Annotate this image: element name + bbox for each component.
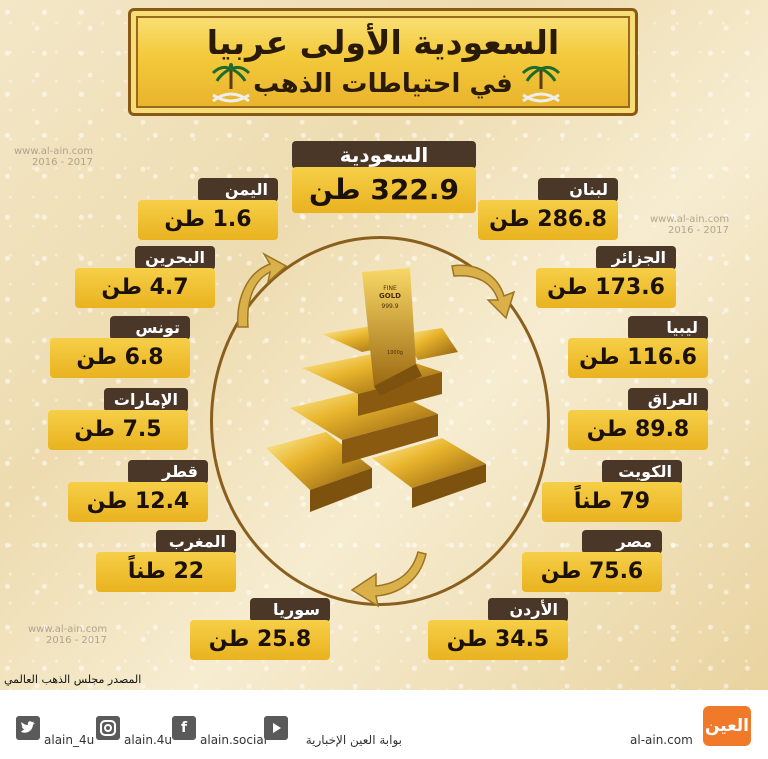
- gold-reserve-value: 286.8 طن: [478, 200, 618, 240]
- gold-bar-label: GOLD: [379, 292, 401, 300]
- country-name: سوريا: [250, 598, 330, 622]
- gold-bar-purity: 999.9: [381, 303, 398, 310]
- al-ain-logo[interactable]: العين: [703, 706, 751, 746]
- title-banner: السعودية الأولى عربيا في احتياطات الذهب: [128, 8, 638, 116]
- watermark: www.al-ain.com 2016 - 2017: [28, 624, 108, 646]
- country-card-bahrain: البحرين 4.7 طن: [75, 246, 215, 308]
- country-card-iraq: العراق 89.8 طن: [568, 388, 708, 450]
- curved-arrow-icon: [237, 252, 288, 328]
- instagram-icon[interactable]: [96, 716, 120, 740]
- country-name: المغرب: [156, 530, 236, 554]
- country-name: البحرين: [135, 246, 215, 270]
- youtube-channel[interactable]: بوابة العين الإخبارية: [305, 733, 402, 747]
- watermark: www.al-ain.com 2016 - 2017: [650, 214, 730, 236]
- gold-reserve-value: 4.7 طن: [75, 268, 215, 308]
- country-name: السعودية: [292, 141, 476, 169]
- gold-reserve-value: 22 طناً: [96, 552, 236, 592]
- country-card-morocco: المغرب 22 طناً: [96, 530, 236, 592]
- watermark: www.al-ain.com 2016 - 2017: [14, 146, 94, 168]
- country-card-jordan: الأردن 34.5 طن: [428, 598, 568, 660]
- country-name: تونس: [110, 316, 190, 340]
- curved-arrow-icon: [451, 264, 516, 320]
- country-name: مصر: [582, 530, 662, 554]
- curved-arrow-icon: [350, 551, 427, 608]
- gold-reserve-value: 322.9 طن: [292, 167, 476, 213]
- source-note: المصدر مجلس الذهب العالمي: [4, 673, 142, 686]
- country-name: لبنان: [538, 178, 618, 202]
- site-url[interactable]: al-ain.com: [630, 733, 693, 747]
- gold-reserve-value: 7.5 طن: [48, 410, 188, 450]
- country-card-qatar: قطر 12.4 طن: [68, 460, 208, 522]
- country-card-libya: ليبيا 116.6 طن: [568, 316, 708, 378]
- page-title: السعودية الأولى عربيا: [206, 23, 560, 62]
- saudi-emblem-icon: [521, 65, 561, 103]
- country-card-algeria: الجزائر 173.6 طن: [536, 246, 676, 308]
- facebook-icon[interactable]: f: [172, 716, 196, 740]
- gold-reserve-value: 6.8 طن: [50, 338, 190, 378]
- gold-bars-image: FINE GOLD 999.9 1000g: [266, 268, 486, 512]
- twitter-handle[interactable]: alain_4u: [44, 733, 95, 747]
- gold-bar-fine-label: FINE: [383, 285, 397, 292]
- page-subtitle: في احتياطات الذهب: [253, 69, 513, 99]
- gold-reserve-value: 89.8 طن: [568, 410, 708, 450]
- country-name: الإمارات: [103, 388, 188, 412]
- country-name: الكويت: [602, 460, 682, 484]
- youtube-icon[interactable]: [264, 716, 288, 740]
- country-card-lebanon: لبنان 286.8 طن: [478, 178, 618, 240]
- country-card-egypt: مصر 75.6 طن: [522, 530, 662, 592]
- gold-reserve-value: 12.4 طن: [68, 482, 208, 522]
- country-card-yemen: اليمن 1.6 طن: [138, 178, 278, 240]
- country-name: ليبيا: [628, 316, 708, 340]
- instagram-handle[interactable]: alain.4u: [124, 733, 173, 747]
- gold-reserve-value: 1.6 طن: [138, 200, 278, 240]
- country-card-syria: سوريا 25.8 طن: [190, 598, 330, 660]
- country-card-kuwait: الكويت 79 طناً: [542, 460, 682, 522]
- country-name: الجزائر: [596, 246, 676, 270]
- country-name: قطر: [128, 460, 208, 484]
- country-name: الأردن: [488, 598, 568, 622]
- circular-frame: [210, 236, 550, 606]
- country-card-saudi: السعودية 322.9 طن: [292, 141, 476, 213]
- saudi-emblem-icon: [211, 63, 251, 103]
- gold-reserve-value: 75.6 طن: [522, 552, 662, 592]
- gold-reserve-value: 116.6 طن: [568, 338, 708, 378]
- gold-bar-weight: 1000g: [387, 350, 403, 356]
- footer-bar: [0, 690, 768, 759]
- facebook-handle[interactable]: alain.social: [200, 733, 268, 747]
- country-name: العراق: [628, 388, 708, 412]
- country-card-tunisia: تونس 6.8 طن: [50, 316, 190, 378]
- gold-reserve-value: 173.6 طن: [536, 268, 676, 308]
- gold-reserve-value: 34.5 طن: [428, 620, 568, 660]
- gold-reserve-value: 25.8 طن: [190, 620, 330, 660]
- country-card-uae: الإمارات 7.5 طن: [48, 388, 188, 450]
- country-name: اليمن: [198, 178, 278, 202]
- twitter-icon[interactable]: [16, 716, 40, 740]
- gold-reserve-value: 79 طناً: [542, 482, 682, 522]
